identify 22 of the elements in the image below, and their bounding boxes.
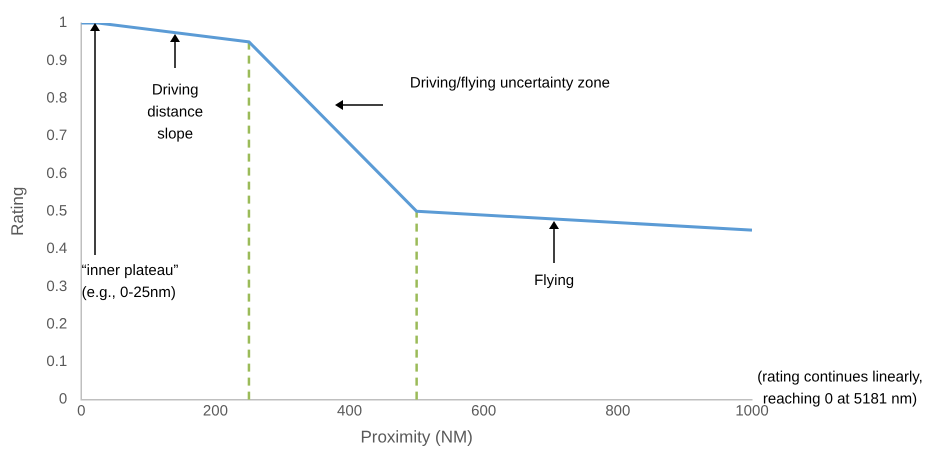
annotation: Driving distance slope [147,81,204,142]
y-tick-label: 1 [58,14,68,32]
y-axis-title: Rating [8,186,27,236]
y-tick-label: 0.8 [46,89,68,106]
x-tick-label: 400 [337,402,362,420]
y-tick-label: 0.4 [46,240,68,258]
annotation: Flying [534,272,574,289]
y-tick-label: 0.6 [46,164,68,182]
y-tick-label: 0 [58,390,68,408]
annotation: “inner plateau” (e.g., 0-25nm) [82,262,178,302]
y-tick-label: 0.2 [46,315,68,332]
annotation: Driving/flying uncertainty zone [410,74,610,92]
y-tick-label: 0.3 [46,278,68,295]
x-tick-label: 0 [77,402,86,420]
x-tick-label: 200 [202,402,228,420]
y-tick-label: 0.9 [46,52,68,69]
x-axis-title: Proximity (NM) [360,427,473,446]
y-tick-label: 0.7 [46,127,68,144]
x-tick-label: 800 [605,402,630,420]
y-tick-label: 0.5 [46,202,68,220]
y-tick-label: 0.1 [46,353,68,370]
x-tick-label: 600 [471,402,496,420]
